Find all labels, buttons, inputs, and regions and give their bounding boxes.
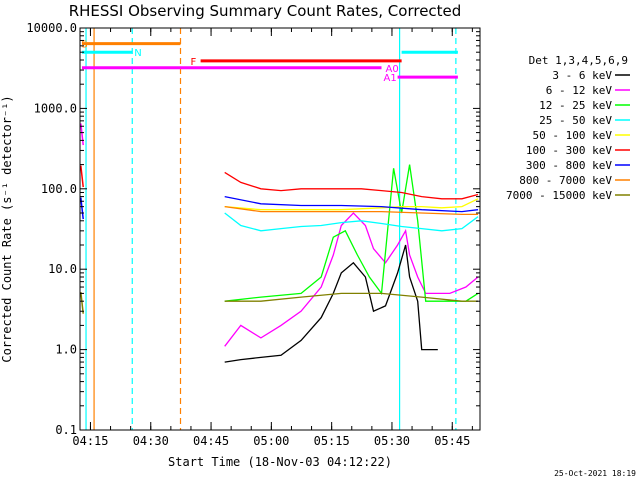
marker-label: S bbox=[81, 40, 87, 51]
x-tick-label: 05:45 bbox=[434, 434, 470, 448]
marker-label: N bbox=[134, 48, 141, 59]
legend-label: 3 - 6 keV bbox=[552, 69, 612, 82]
legend-label: 100 - 300 keV bbox=[526, 144, 612, 157]
early-data bbox=[80, 165, 84, 188]
y-tick-label: 10.0 bbox=[48, 262, 77, 276]
marker-label: F bbox=[191, 57, 197, 68]
series-line bbox=[224, 212, 479, 347]
legend-label: 6 - 12 keV bbox=[546, 84, 613, 97]
marker-label: A0 bbox=[386, 64, 399, 75]
legend-title: Det 1,3,4,5,6,9 bbox=[529, 54, 628, 67]
x-tick-label: 05:30 bbox=[374, 434, 410, 448]
x-axis: 04:15 04:30 04:45 05:00 05:15 05:30 05:45 bbox=[72, 28, 473, 448]
marker-label: A1 bbox=[384, 73, 397, 84]
series-line bbox=[224, 171, 479, 200]
x-axis-label: Start Time (18-Nov-03 04:12:22) bbox=[168, 455, 392, 469]
legend-label: 12 - 25 keV bbox=[539, 99, 612, 112]
early-data bbox=[80, 197, 84, 220]
footer-date: 25-Oct-2021 18:19 bbox=[554, 469, 636, 478]
early-data bbox=[80, 291, 84, 314]
series-line bbox=[224, 244, 438, 363]
y-axis: 0.1 1.0 10.0 100.0 1000.0 10000.0 bbox=[26, 21, 480, 437]
legend-label: 50 - 100 keV bbox=[533, 129, 613, 142]
y-tick-label: 100.0 bbox=[41, 182, 77, 196]
chart-title: RHESSI Observing Summary Count Rates, Co… bbox=[69, 2, 462, 20]
plot-frame bbox=[79, 27, 481, 431]
y-tick-label: 0.1 bbox=[55, 423, 77, 437]
legend-label: 25 - 50 keV bbox=[539, 114, 612, 127]
x-tick-label: 05:00 bbox=[253, 434, 289, 448]
x-tick-label: 04:45 bbox=[193, 434, 229, 448]
series-line bbox=[224, 164, 479, 302]
legend-label: 7000 - 15000 keV bbox=[506, 189, 612, 202]
y-tick-label: 1000.0 bbox=[34, 101, 77, 115]
x-tick-label: 05:15 bbox=[314, 434, 350, 448]
x-tick-label: 04:30 bbox=[133, 434, 169, 448]
legend: 3 - 6 keV 6 - 12 keV 12 - 25 keV 25 - 50 ke… bbox=[506, 69, 630, 202]
legend-label: 300 - 800 keV bbox=[526, 159, 612, 172]
y-tick-label: 1.0 bbox=[55, 343, 77, 357]
series-line bbox=[224, 212, 479, 232]
y-axis-label: Corrected Count Rate (s⁻¹ detector⁻¹) bbox=[0, 95, 14, 362]
series-line bbox=[224, 292, 478, 302]
y-tick-label: 10000.0 bbox=[26, 21, 77, 35]
legend-label: 800 - 7000 keV bbox=[519, 174, 612, 187]
series-line bbox=[224, 205, 478, 216]
x-tick-label: 04:15 bbox=[72, 434, 108, 448]
series-line bbox=[224, 195, 479, 213]
early-data bbox=[80, 123, 84, 146]
